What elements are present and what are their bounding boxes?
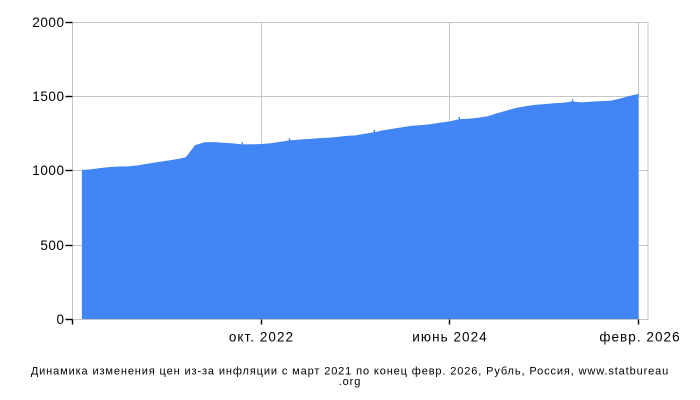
svg-text:1000: 1000 bbox=[32, 163, 64, 178]
svg-text:500: 500 bbox=[40, 238, 64, 253]
svg-text:февр. 2026: февр. 2026 bbox=[599, 329, 680, 344]
svg-text:.org: .org bbox=[339, 376, 361, 388]
svg-text:0: 0 bbox=[56, 312, 64, 327]
svg-text:1500: 1500 bbox=[32, 89, 64, 104]
svg-text:2000: 2000 bbox=[32, 15, 64, 30]
svg-text:Динамика изменения цен из-за и: Динамика изменения цен из-за инфляции с … bbox=[31, 366, 669, 378]
svg-text:окт. 2022: окт. 2022 bbox=[229, 329, 294, 344]
svg-text:июнь 2024: июнь 2024 bbox=[412, 329, 487, 344]
